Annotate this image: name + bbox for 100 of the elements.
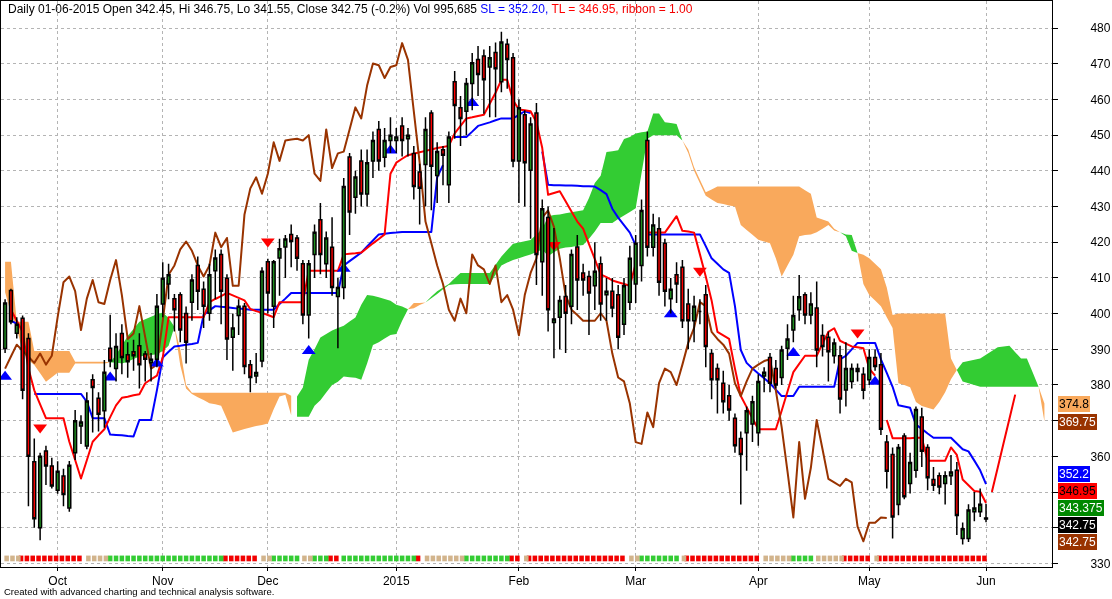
candlestick <box>808 291 814 326</box>
y-tick-label: 430 <box>1090 199 1111 214</box>
candlestick <box>113 332 119 383</box>
x-tick-label: Dec <box>257 574 279 589</box>
candlestick <box>265 257 271 315</box>
text: ribbon = 1.00 <box>622 2 693 17</box>
text: Created with advanced charting and technical analysis software. <box>4 586 275 597</box>
candlestick <box>843 341 849 408</box>
text: 342.75 <box>1059 535 1097 549</box>
candlestick <box>364 148 370 208</box>
candlestick <box>580 262 586 297</box>
candlestick <box>259 266 265 368</box>
candlestick <box>399 116 405 158</box>
candlestick <box>224 273 230 361</box>
y-tick-label: 480 <box>1090 21 1111 36</box>
x-tick-label: Oct <box>48 574 68 589</box>
candlestick <box>154 293 160 368</box>
candlestick <box>878 352 884 436</box>
candlestick <box>913 405 919 479</box>
candlestick <box>767 352 773 393</box>
candlestick <box>721 369 726 415</box>
candlestick <box>662 237 668 308</box>
candlestick <box>703 284 708 368</box>
candlestick <box>189 273 195 322</box>
candlestick <box>942 470 948 506</box>
x-tick-label: Feb <box>508 574 530 589</box>
candlestick <box>948 454 954 486</box>
candlestick <box>84 391 90 450</box>
text: TL = 346.95, <box>551 2 619 17</box>
candlestick <box>797 274 802 322</box>
text: 374.8 <box>1059 397 1090 411</box>
candlestick <box>300 259 306 326</box>
candlestick <box>271 259 276 329</box>
x-tick-label: 2015 <box>382 574 410 589</box>
candlestick <box>108 313 113 368</box>
candlestick <box>183 305 189 365</box>
candlestick <box>277 237 282 297</box>
candlestick <box>294 234 300 272</box>
text: 369.75 <box>1059 415 1097 429</box>
candlestick <box>446 130 452 204</box>
y-tick-label: 470 <box>1090 57 1111 72</box>
y-tick-label: 380 <box>1090 378 1111 393</box>
candlestick <box>148 352 154 383</box>
x-tick-label: Nov <box>152 574 174 589</box>
candlestick <box>726 384 732 422</box>
candlestick <box>119 323 125 376</box>
candlestick <box>72 409 78 461</box>
candlestick <box>907 452 913 495</box>
candlestick <box>213 248 218 301</box>
candlestick <box>697 298 703 326</box>
text: 342.75 <box>1059 518 1097 532</box>
candlestick <box>405 127 411 158</box>
line-series <box>990 393 1017 494</box>
candlestick <box>90 373 95 434</box>
candlestick <box>2 298 8 354</box>
candlestick <box>983 502 989 523</box>
candlestick <box>306 259 311 340</box>
candlestick <box>785 323 790 361</box>
x-tick-label: Apr <box>748 574 768 589</box>
candlestick <box>761 366 767 393</box>
y-tick-label: 330 <box>1090 556 1111 571</box>
x-tick-label: Jun <box>976 574 996 589</box>
candlestick <box>329 216 335 297</box>
candlestick <box>440 145 446 186</box>
candlestick <box>732 412 738 454</box>
candlestick <box>218 248 224 326</box>
point <box>0 370 13 380</box>
text: 346.95 <box>1059 484 1097 498</box>
candlestick <box>837 344 843 415</box>
chart-title: Daily 01-06-2015 Open 342.45, Hi 346.75, Lo 341.55, Close 342.75 (-0.2%) Vol 995,685 <box>8 2 477 17</box>
y-tick-label: 420 <box>1090 235 1111 250</box>
text: 352.2 <box>1059 467 1090 481</box>
candlestick <box>791 295 796 343</box>
x-tick-label: May <box>857 574 881 589</box>
candlestick <box>802 291 808 326</box>
candlestick <box>738 430 743 506</box>
text: SL = 352.20, <box>480 2 549 17</box>
candlestick <box>691 295 697 343</box>
y-tick-label: 450 <box>1090 128 1111 143</box>
x-tick-label: Mar <box>625 574 647 589</box>
y-tick-label: 400 <box>1090 306 1111 321</box>
y-tick-label: 390 <box>1090 342 1111 357</box>
candlestick <box>370 130 376 179</box>
candlestick <box>78 414 84 445</box>
y-tick-label: 440 <box>1090 164 1111 179</box>
y-tick-label: 410 <box>1090 271 1111 286</box>
candlestick <box>872 348 878 372</box>
candlestick <box>516 98 522 204</box>
candlestick <box>37 452 43 541</box>
candlestick <box>627 245 633 311</box>
candlestick <box>586 270 592 336</box>
y-tick-label: 460 <box>1090 92 1111 107</box>
candlestick <box>43 444 49 486</box>
candlestick <box>475 45 481 97</box>
text: 343.375 <box>1059 501 1103 515</box>
candlestick <box>621 277 627 336</box>
candlestick <box>335 277 341 349</box>
candlestick <box>32 437 37 529</box>
candlestick <box>230 312 235 372</box>
y-tick-label: 360 <box>1090 449 1111 464</box>
